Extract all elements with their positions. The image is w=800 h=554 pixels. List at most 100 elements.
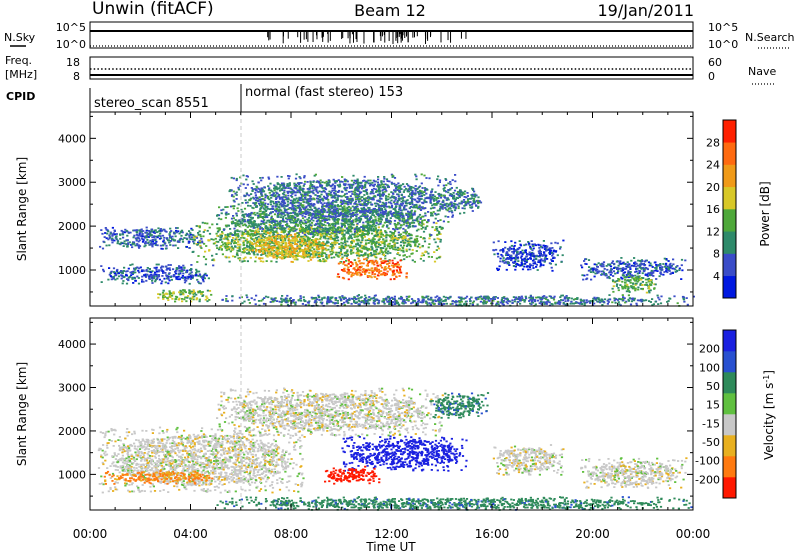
power-cell: [246, 233, 249, 235]
power-cell: [458, 194, 461, 197]
power-cell: [283, 228, 286, 230]
power-cell: [402, 183, 405, 185]
power-cell: [108, 267, 111, 269]
power-cell: [349, 209, 352, 211]
power-cell: [365, 181, 368, 184]
power-cell: [233, 234, 236, 236]
power-cell: [377, 272, 381, 274]
power-cell: [310, 253, 313, 256]
power-cell: [301, 227, 304, 229]
power-cell: [291, 205, 294, 208]
power-cell: [466, 192, 469, 194]
power-cell: [349, 228, 352, 231]
power-cell: [267, 177, 271, 180]
power-cell: [326, 231, 329, 234]
power-cell: [383, 241, 386, 244]
power-cell: [429, 198, 432, 201]
power-cell: [390, 191, 393, 193]
power-cell: [181, 231, 184, 234]
power-cell: [330, 216, 333, 219]
power-cell: [162, 240, 165, 243]
power-cell: [272, 232, 275, 234]
power-cell: [296, 214, 299, 216]
power-cell: [473, 190, 476, 193]
power-cell: [344, 180, 347, 183]
power-cell: [348, 210, 351, 213]
power-cell: [188, 236, 191, 239]
power-cell: [434, 212, 437, 215]
power-cell: [195, 268, 198, 271]
power-cell: [374, 202, 377, 205]
power-cell: [442, 220, 445, 223]
power-cell: [225, 249, 228, 252]
power-cell: [424, 212, 427, 215]
power-cell: [391, 234, 395, 237]
power-cell: [301, 235, 304, 238]
power-cell: [225, 225, 228, 228]
power-cell: [331, 206, 334, 209]
power-cell: [303, 176, 306, 179]
power-cell: [294, 223, 298, 226]
power-cell: [374, 224, 377, 227]
power-cell: [251, 225, 254, 228]
power-cell: [338, 208, 341, 210]
power-cell: [393, 263, 396, 266]
power-cell: [319, 200, 322, 203]
power-cell: [231, 234, 234, 236]
power-cell: [437, 197, 440, 200]
power-cell: [343, 218, 346, 221]
power-cell: [237, 220, 240, 223]
power-cell: [319, 221, 322, 224]
power-cell: [183, 267, 186, 269]
power-cell: [385, 178, 389, 181]
power-cell: [141, 269, 144, 271]
power-cell: [263, 223, 266, 225]
power-cell: [259, 223, 262, 226]
power-cell: [340, 222, 343, 225]
power-cell: [314, 244, 317, 247]
power-cell: [299, 209, 302, 211]
freq-frame: [89, 56, 694, 80]
power-cell: [174, 272, 177, 275]
power-cell: [287, 215, 290, 218]
power-cell: [277, 206, 280, 209]
power-cell: [147, 236, 150, 238]
power-cell: [300, 228, 303, 231]
power-cell: [420, 194, 424, 197]
power-cell: [410, 201, 413, 204]
power-cell: [279, 236, 282, 239]
power-cell: [202, 275, 205, 278]
power-cell: [243, 249, 246, 252]
power-cell: [394, 235, 397, 237]
power-cell: [420, 190, 423, 193]
power-cell: [410, 212, 413, 215]
power-cell: [346, 206, 349, 209]
power-cell: [253, 224, 256, 226]
power-cell: [380, 218, 383, 221]
power-cell: [398, 227, 401, 230]
power-cell: [275, 207, 278, 210]
power-cell: [229, 232, 232, 234]
power-cell: [329, 234, 333, 237]
power-cell: [389, 278, 392, 281]
power-cell: [331, 210, 334, 213]
power-cell: [309, 233, 312, 236]
power-cell: [367, 179, 370, 182]
power-cell: [417, 220, 420, 223]
power-cell: [252, 212, 255, 215]
power-cell: [374, 216, 377, 218]
power-cell: [313, 234, 316, 236]
power-cell: [195, 225, 198, 227]
power-cell: [166, 237, 169, 239]
power-cell: [288, 232, 291, 235]
power-cell: [418, 204, 421, 207]
power-cell: [227, 224, 230, 227]
power-cell: [168, 272, 171, 274]
power-cell: [270, 217, 273, 219]
power-cell: [261, 188, 264, 191]
power-cell: [380, 249, 383, 252]
power-cell: [380, 262, 383, 264]
power-cell: [408, 188, 411, 190]
power-cell: [420, 173, 423, 176]
power-cell: [324, 221, 327, 223]
